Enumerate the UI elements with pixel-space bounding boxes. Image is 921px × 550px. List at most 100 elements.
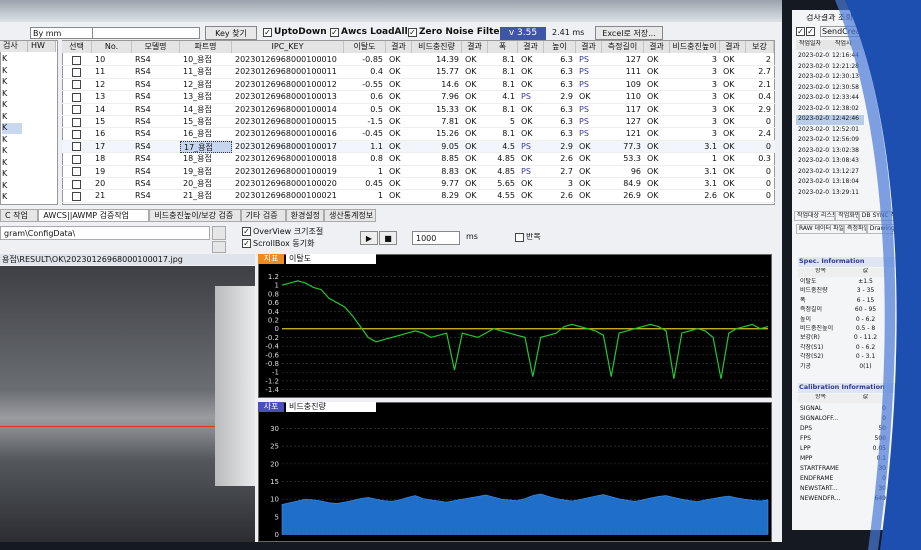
table-header: 파트명: [180, 41, 232, 53]
side-tab[interactable]: RAW 데이터 파일: [796, 224, 844, 234]
table-cell: OK: [462, 178, 488, 190]
table-cell: OK: [644, 54, 670, 66]
side-tab[interactable]: 측정파일: [844, 224, 867, 234]
left-row: K: [2, 89, 22, 100]
play-button[interactable]: ▶: [360, 231, 378, 245]
checkbox[interactable]: [72, 105, 81, 114]
spec-header: 값: [843, 268, 888, 277]
checkbox[interactable]: [515, 233, 524, 242]
side-tab[interactable]: DB SYNC 작업: [859, 211, 909, 221]
table-cell: 3: [670, 91, 720, 103]
table-cell: 0.6: [344, 91, 386, 103]
table-cell: 0: [746, 141, 774, 153]
checkbox[interactable]: [72, 142, 81, 151]
table-cell: 121: [602, 128, 644, 140]
interval-input[interactable]: 1000: [412, 231, 460, 245]
tab[interactable]: 환경설정: [286, 209, 324, 222]
table-cell: 110: [602, 91, 644, 103]
left-row: K: [2, 112, 22, 123]
path-button[interactable]: [212, 226, 226, 240]
y-tick-label: -1.4: [265, 386, 279, 394]
spec-cell: 0.5 - 8: [843, 325, 888, 334]
table-cell: 20230126968000100021: [232, 190, 344, 202]
table-cell: 3: [670, 116, 720, 128]
table-cell: -1.5: [344, 116, 386, 128]
left-row: K: [2, 54, 22, 65]
metric-select[interactable]: 비드충진량: [286, 402, 376, 412]
checkbox[interactable]: [72, 180, 81, 189]
checkbox[interactable]: [72, 130, 81, 139]
checkbox[interactable]: ✓: [796, 27, 805, 36]
checkbox[interactable]: ✓: [242, 227, 251, 236]
table-cell: 14: [92, 104, 132, 116]
y-tick-label: 1: [275, 282, 279, 290]
checkbox[interactable]: [72, 167, 81, 176]
checkbox[interactable]: ✓: [806, 27, 815, 36]
tab[interactable]: 기타 검증: [241, 209, 286, 222]
send-button[interactable]: SendCrea: [820, 26, 860, 37]
cal-header: 값: [843, 394, 888, 403]
table-header: 결과: [576, 41, 602, 53]
checkbox[interactable]: [72, 68, 81, 77]
table-cell: 0.8: [344, 153, 386, 165]
side-tab[interactable]: 작업대상 리스트: [794, 211, 835, 221]
table-cell: 3: [670, 66, 720, 78]
checkbox[interactable]: [72, 56, 81, 65]
table-cell: 21_용접: [180, 190, 232, 202]
unit-select[interactable]: By mm: [30, 27, 100, 39]
table-cell: OK: [386, 91, 412, 103]
spec-cell: 0 - 3.1: [843, 353, 888, 362]
table-cell: RS4: [132, 153, 180, 165]
key-button[interactable]: Key 찾기: [205, 26, 257, 40]
table-cell: 2.7: [544, 166, 576, 178]
table-cell: 6.3: [544, 116, 576, 128]
table-cell: 20230126968000100012: [232, 79, 344, 91]
table-cell: 26.9: [602, 190, 644, 202]
path-button[interactable]: [212, 241, 226, 253]
table-header: 보강: [746, 41, 774, 53]
tab[interactable]: 비드충진높이/보강 검증: [149, 209, 240, 222]
table-cell: OK: [462, 128, 488, 140]
checkbox[interactable]: ✓: [242, 239, 251, 248]
table-cell: OK: [644, 116, 670, 128]
search-input[interactable]: [92, 27, 200, 39]
checkbox[interactable]: [72, 118, 81, 127]
side-cell: 12:56:09: [830, 136, 864, 146]
checkbox[interactable]: ✓: [330, 28, 339, 37]
checkbox[interactable]: [72, 155, 81, 164]
table-cell: OK: [386, 66, 412, 78]
checkbox[interactable]: [72, 192, 81, 201]
checkbox[interactable]: [72, 80, 81, 89]
table-cell: 2.1: [746, 79, 774, 91]
table-header: 결과: [644, 41, 670, 53]
table-cell: 4.55: [488, 190, 518, 202]
side-tab[interactable]: Drawing: [867, 224, 902, 234]
excel-button[interactable]: Excel로 저장...: [595, 26, 663, 40]
checkbox[interactable]: ✓: [408, 28, 417, 37]
table-cell: OK: [462, 66, 488, 78]
side-cell: 2023-02-01: [796, 189, 830, 199]
metric-select[interactable]: 이탈도: [286, 254, 376, 264]
side-cell: 2023-02-01: [796, 73, 830, 83]
table-cell: 3: [670, 128, 720, 140]
chart-tag: 지표: [258, 254, 284, 264]
table-header: 이탈도: [344, 41, 386, 53]
checkbox[interactable]: ✓: [263, 28, 272, 37]
table-cell: 4.5: [488, 141, 518, 153]
data-line: [282, 281, 768, 379]
table-cell: 2.6: [544, 153, 576, 165]
stop-button[interactable]: ■: [379, 231, 397, 245]
spec-cell: 각장(S1): [798, 344, 843, 353]
checkbox[interactable]: [72, 93, 81, 102]
tab[interactable]: C 작업: [0, 209, 38, 222]
spec-cell: 0 - 11.2: [843, 334, 888, 343]
table-cell: 15: [92, 116, 132, 128]
table-cell: 0.4: [746, 91, 774, 103]
tab[interactable]: 생산통계정보: [324, 209, 376, 222]
table-cell: 20230126968000100016: [232, 128, 344, 140]
table-cell: 0: [746, 178, 774, 190]
chart: 1.210.80.60.40.20-0.2-0.4-0.6-0.8-1-1.2-…: [258, 266, 772, 398]
side-tab[interactable]: 작업화면: [835, 211, 859, 221]
tab[interactable]: AWCS||AWMP 검증작업: [38, 209, 149, 222]
table-cell: 6.3: [544, 66, 576, 78]
